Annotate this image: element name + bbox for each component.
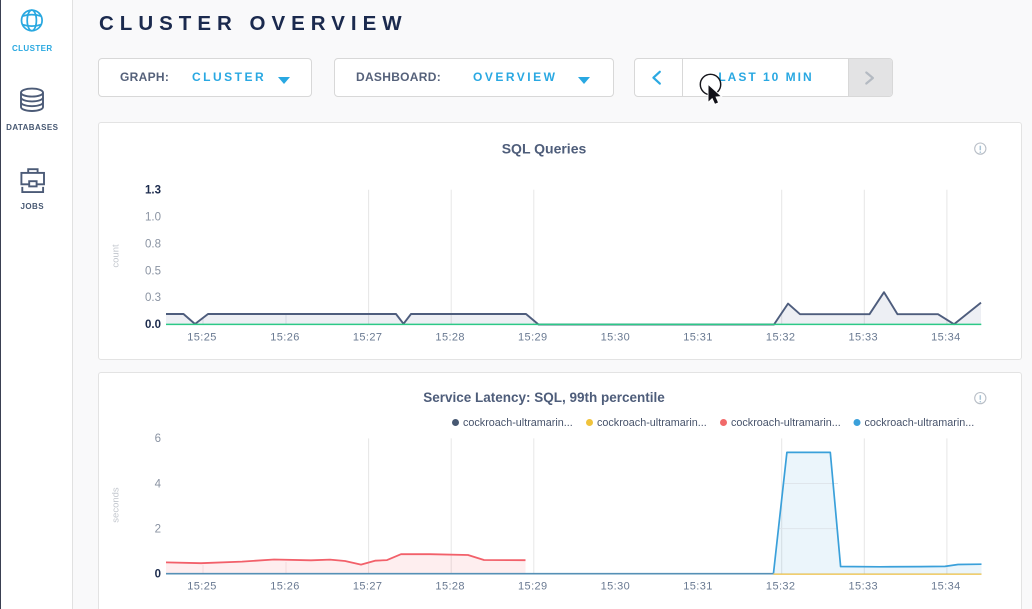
svg-text:0.5: 0.5 xyxy=(145,265,161,277)
svg-text:15:26: 15:26 xyxy=(270,332,300,344)
svg-text:2: 2 xyxy=(155,523,161,535)
svg-text:15:29: 15:29 xyxy=(518,332,548,344)
svg-text:15:26: 15:26 xyxy=(270,581,300,593)
svg-text:cockroach-ultramarin...: cockroach-ultramarin... xyxy=(463,417,573,429)
svg-text:15:33: 15:33 xyxy=(849,332,879,344)
svg-text:4: 4 xyxy=(155,478,162,490)
svg-text:0.3: 0.3 xyxy=(145,292,161,304)
svg-text:15:31: 15:31 xyxy=(683,581,713,593)
svg-text:15:27: 15:27 xyxy=(353,581,383,593)
svg-text:15:25: 15:25 xyxy=(187,581,217,593)
svg-text:1.0: 1.0 xyxy=(145,212,161,224)
svg-text:cockroach-ultramarin...: cockroach-ultramarin... xyxy=(865,417,975,429)
svg-text:cockroach-ultramarin...: cockroach-ultramarin... xyxy=(597,417,707,429)
svg-text:count: count xyxy=(111,244,122,268)
svg-text:SQL Queries: SQL Queries xyxy=(502,140,587,156)
svg-text:15:25: 15:25 xyxy=(187,332,217,344)
svg-text:15:29: 15:29 xyxy=(518,581,548,593)
svg-text:15:28: 15:28 xyxy=(435,332,465,344)
svg-text:Service Latency: SQL, 99th per: Service Latency: SQL, 99th percentile xyxy=(423,390,665,405)
svg-text:1.3: 1.3 xyxy=(145,185,161,197)
svg-text:0: 0 xyxy=(155,569,161,581)
svg-text:15:32: 15:32 xyxy=(766,332,796,344)
svg-text:0.0: 0.0 xyxy=(145,319,161,331)
svg-text:15:30: 15:30 xyxy=(601,581,631,593)
svg-text:6: 6 xyxy=(155,433,161,445)
svg-text:15:34: 15:34 xyxy=(931,581,961,593)
svg-text:15:32: 15:32 xyxy=(766,581,796,593)
svg-text:15:27: 15:27 xyxy=(353,332,383,344)
svg-text:15:30: 15:30 xyxy=(601,332,631,344)
svg-text:15:28: 15:28 xyxy=(435,581,465,593)
svg-text:seconds: seconds xyxy=(111,487,122,523)
svg-text:15:31: 15:31 xyxy=(683,332,713,344)
svg-text:0.8: 0.8 xyxy=(145,238,161,250)
svg-text:15:33: 15:33 xyxy=(849,581,879,593)
svg-text:15:34: 15:34 xyxy=(931,332,961,344)
svg-text:cockroach-ultramarin...: cockroach-ultramarin... xyxy=(731,417,841,429)
